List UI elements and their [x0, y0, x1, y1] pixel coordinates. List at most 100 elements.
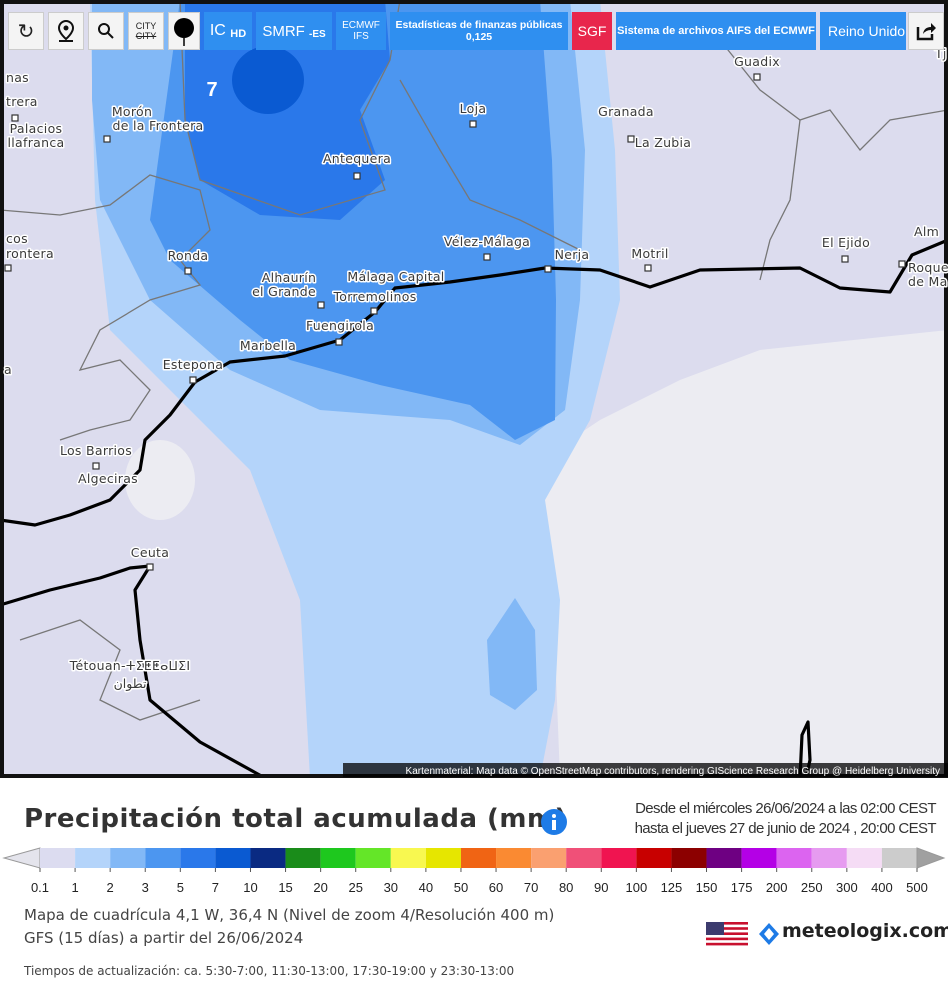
scale-segment: [671, 848, 707, 868]
update-times: Tiempos de actualización: ca. 5:30-7:00,…: [24, 964, 515, 978]
icon: [174, 18, 194, 46]
place-label: Nerja: [555, 247, 590, 262]
dot-button[interactable]: [168, 12, 200, 50]
city-marker: [335, 338, 343, 346]
scale-segment: [250, 848, 286, 868]
city-marker: [469, 120, 477, 128]
zoom-button[interactable]: [88, 12, 124, 50]
scale-label: 500: [906, 880, 928, 895]
scale-segment: [531, 848, 567, 868]
refresh-button[interactable]: ↻: [8, 12, 44, 50]
place-label: Los Barrios: [60, 443, 132, 458]
ecmwf-button[interactable]: ECMWF IFS: [336, 12, 386, 50]
place-label: Granada: [598, 104, 654, 119]
scale-segment: [75, 848, 111, 868]
city-marker: [898, 260, 906, 268]
place-label: de Ma: [908, 274, 948, 289]
smrf-button[interactable]: SMRF -ES: [256, 12, 332, 50]
scale-label: 90: [594, 880, 608, 895]
scale-segment: [215, 848, 251, 868]
city-marker: [4, 264, 12, 272]
scale-label: 40: [419, 880, 433, 895]
city-marker: [483, 253, 491, 261]
scale-label: 150: [696, 880, 718, 895]
scale-label: 300: [836, 880, 858, 895]
scale-segment: [601, 848, 637, 868]
scale-over: [916, 847, 946, 869]
scale-segment: [846, 848, 882, 868]
city-marker: [189, 376, 197, 384]
scale-segment: [390, 848, 426, 868]
city-bottom: CITY: [135, 31, 157, 41]
scale-label: 0.1: [31, 880, 49, 895]
city-marker: [146, 563, 154, 571]
place-label: a: [4, 362, 12, 377]
brand[interactable]: meteologix.com: [782, 920, 948, 942]
ecmwf: ECMWF: [342, 20, 380, 31]
place-label: Alm: [914, 224, 939, 239]
sgf-button[interactable]: SGF: [572, 12, 612, 50]
scale-label: 250: [801, 880, 823, 895]
info-icon[interactable]: [540, 808, 568, 836]
place-label: Ronda: [168, 248, 209, 263]
place-label: Loja: [460, 101, 487, 116]
share-button[interactable]: [908, 12, 944, 50]
scale-label: 50: [454, 880, 468, 895]
city-marker: [627, 135, 635, 143]
city-button[interactable]: CITY CITY: [128, 12, 164, 50]
city-marker: [841, 255, 849, 263]
city-marker: [370, 307, 378, 315]
brand-logo: [759, 923, 779, 945]
location-button[interactable]: [48, 12, 84, 50]
scale-label: 30: [384, 880, 398, 895]
scale-segment: [110, 848, 146, 868]
city-top: CITY: [135, 21, 157, 31]
scale-segment: [320, 848, 356, 868]
scale-label: 25: [348, 880, 362, 895]
scale-segment: [811, 848, 847, 868]
legend-panel: Precipitación total acumulada (mm) Desde…: [0, 778, 948, 995]
scale-label: 80: [559, 880, 573, 895]
place-label: Torremolinos: [332, 289, 416, 304]
icon: [57, 19, 75, 42]
scale-segment: [741, 848, 777, 868]
stats-button[interactable]: Estadísticas de finanzas públicas 0,125: [390, 12, 568, 50]
stats-value: 0,125: [465, 31, 493, 43]
ic: IC: [209, 22, 226, 39]
aifs-button[interactable]: Sistema de archivos AIFS del ECMWF: [616, 12, 816, 50]
precip-area: [185, 0, 390, 220]
region-button[interactable]: Reino Unido: [820, 12, 906, 50]
scale-label: 175: [731, 880, 753, 895]
us-flag[interactable]: [706, 922, 748, 946]
ifs: IFS: [353, 31, 369, 42]
scale-segment: [636, 848, 672, 868]
place-label: Roque: [908, 260, 948, 275]
scale-label: 400: [871, 880, 893, 895]
place-label: Palacios: [10, 121, 63, 136]
legend-title: Precipitación total acumulada (mm): [24, 804, 567, 834]
city-marker: [184, 267, 192, 275]
ic-button[interactable]: IC HD: [204, 12, 252, 50]
place-label: nas: [6, 70, 29, 85]
precip-area: [487, 598, 537, 710]
sea-light: [540, 330, 948, 778]
icon: [916, 23, 936, 41]
value-label: 7: [206, 79, 217, 101]
scale-segment: [706, 848, 742, 868]
date-to: hasta el jueves 27 de junio de 2024 , 20…: [634, 820, 937, 837]
scale-label: 3: [142, 880, 149, 895]
scale-segment: [145, 848, 181, 868]
place-label: cos: [6, 231, 28, 246]
scale-segment: [40, 848, 76, 868]
place-label: Algeciras: [78, 471, 138, 486]
place-label: Estepona: [163, 357, 224, 372]
scale-segment: [566, 848, 602, 868]
smrf-sub: -ES: [309, 28, 326, 40]
scale-label: 200: [766, 880, 788, 895]
place-label: el Grande: [252, 284, 316, 299]
place-label: Alhaurín: [262, 270, 316, 285]
